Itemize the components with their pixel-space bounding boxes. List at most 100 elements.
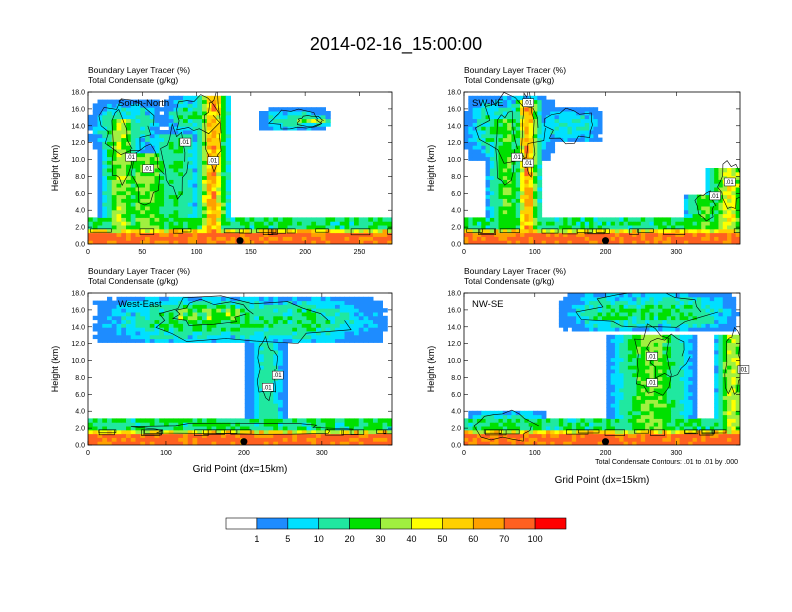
field-cell — [731, 209, 737, 215]
field-cell — [709, 236, 715, 241]
field-cell — [192, 312, 198, 317]
field-cell — [494, 122, 499, 127]
field-cell — [632, 228, 637, 234]
field-cell — [735, 198, 740, 203]
field-cell — [705, 183, 711, 188]
field-cell — [515, 99, 521, 104]
field-cell — [102, 202, 108, 207]
field-cell — [705, 198, 711, 203]
field-cell — [102, 130, 108, 135]
field-cell — [164, 315, 170, 321]
field-cell — [688, 433, 694, 438]
field-cell — [619, 388, 625, 393]
field-cell — [468, 103, 474, 108]
field-cell — [306, 225, 312, 230]
field-cell — [306, 437, 312, 442]
field-cell — [735, 441, 740, 445]
field-cell — [502, 130, 508, 135]
field-cell — [102, 225, 108, 230]
field-cell — [584, 126, 590, 131]
field-cell — [97, 145, 103, 150]
field-cell — [107, 206, 113, 211]
field-cell — [268, 111, 274, 116]
field-cell — [662, 384, 668, 389]
field-cell — [377, 225, 383, 230]
field-cell — [354, 319, 360, 324]
field-cell — [159, 426, 165, 431]
field-cell — [92, 103, 98, 108]
field-cell — [202, 327, 208, 332]
field-cell — [358, 319, 364, 324]
field-cell — [97, 99, 103, 104]
field-cell — [349, 240, 355, 244]
field-cell — [164, 194, 170, 199]
field-cell — [111, 334, 117, 340]
field-cell — [368, 236, 374, 241]
field-cell — [528, 149, 534, 154]
field-cell — [183, 179, 189, 184]
field-cell — [244, 228, 250, 234]
field-cell — [197, 225, 203, 230]
field-cell — [154, 217, 160, 222]
field-cell — [354, 327, 360, 332]
field-cell — [149, 221, 155, 226]
field-cell — [485, 175, 491, 180]
field-cell — [183, 111, 189, 116]
field-cell — [292, 437, 298, 442]
field-cell — [563, 122, 568, 127]
field-cell — [211, 206, 217, 211]
field-cell — [464, 221, 469, 226]
field-cell — [225, 145, 231, 150]
field-cell — [658, 236, 663, 241]
field-cell — [533, 206, 538, 211]
field-cell — [692, 407, 698, 412]
field-cell — [727, 407, 732, 412]
field-cell — [524, 228, 530, 234]
field-cell — [297, 308, 303, 313]
field-cell — [675, 236, 681, 241]
field-cell — [126, 319, 132, 324]
field-cell — [126, 111, 132, 116]
field-cell — [183, 168, 189, 173]
field-cell — [292, 331, 298, 336]
field-cell — [528, 133, 534, 139]
field-cell — [363, 429, 369, 435]
field-cell — [154, 429, 160, 435]
field-cell — [197, 300, 203, 305]
field-cell — [683, 391, 689, 397]
field-cell — [358, 312, 364, 317]
field-cell — [727, 209, 732, 215]
field-cell — [593, 118, 599, 123]
field-cell — [187, 426, 193, 431]
field-cell — [178, 338, 184, 343]
contour-line — [499, 228, 520, 233]
field-cell — [645, 388, 650, 393]
field-cell — [292, 327, 298, 332]
field-cell — [202, 171, 208, 177]
field-cell — [159, 437, 165, 442]
field-cell — [197, 156, 203, 161]
field-cell — [671, 217, 676, 222]
field-cell — [263, 399, 269, 404]
field-cell — [121, 418, 127, 423]
field-cell — [149, 338, 155, 343]
field-cell — [102, 187, 108, 192]
field-cell — [187, 221, 193, 226]
field-cell — [610, 426, 616, 431]
field-cell — [658, 388, 663, 393]
field-cell — [178, 217, 184, 222]
field-cell — [197, 160, 203, 165]
field-cell — [580, 426, 586, 431]
field-cell — [268, 353, 274, 359]
field-cell — [330, 433, 336, 438]
field-cell — [116, 206, 122, 211]
field-cell — [159, 122, 165, 127]
field-cell — [584, 111, 590, 116]
field-cell — [202, 437, 208, 442]
field-cell — [230, 232, 236, 237]
field-cell — [382, 433, 388, 438]
field-cell — [382, 308, 388, 313]
field-cell — [550, 111, 556, 116]
field-cell — [387, 422, 392, 427]
field-cell — [111, 179, 117, 184]
